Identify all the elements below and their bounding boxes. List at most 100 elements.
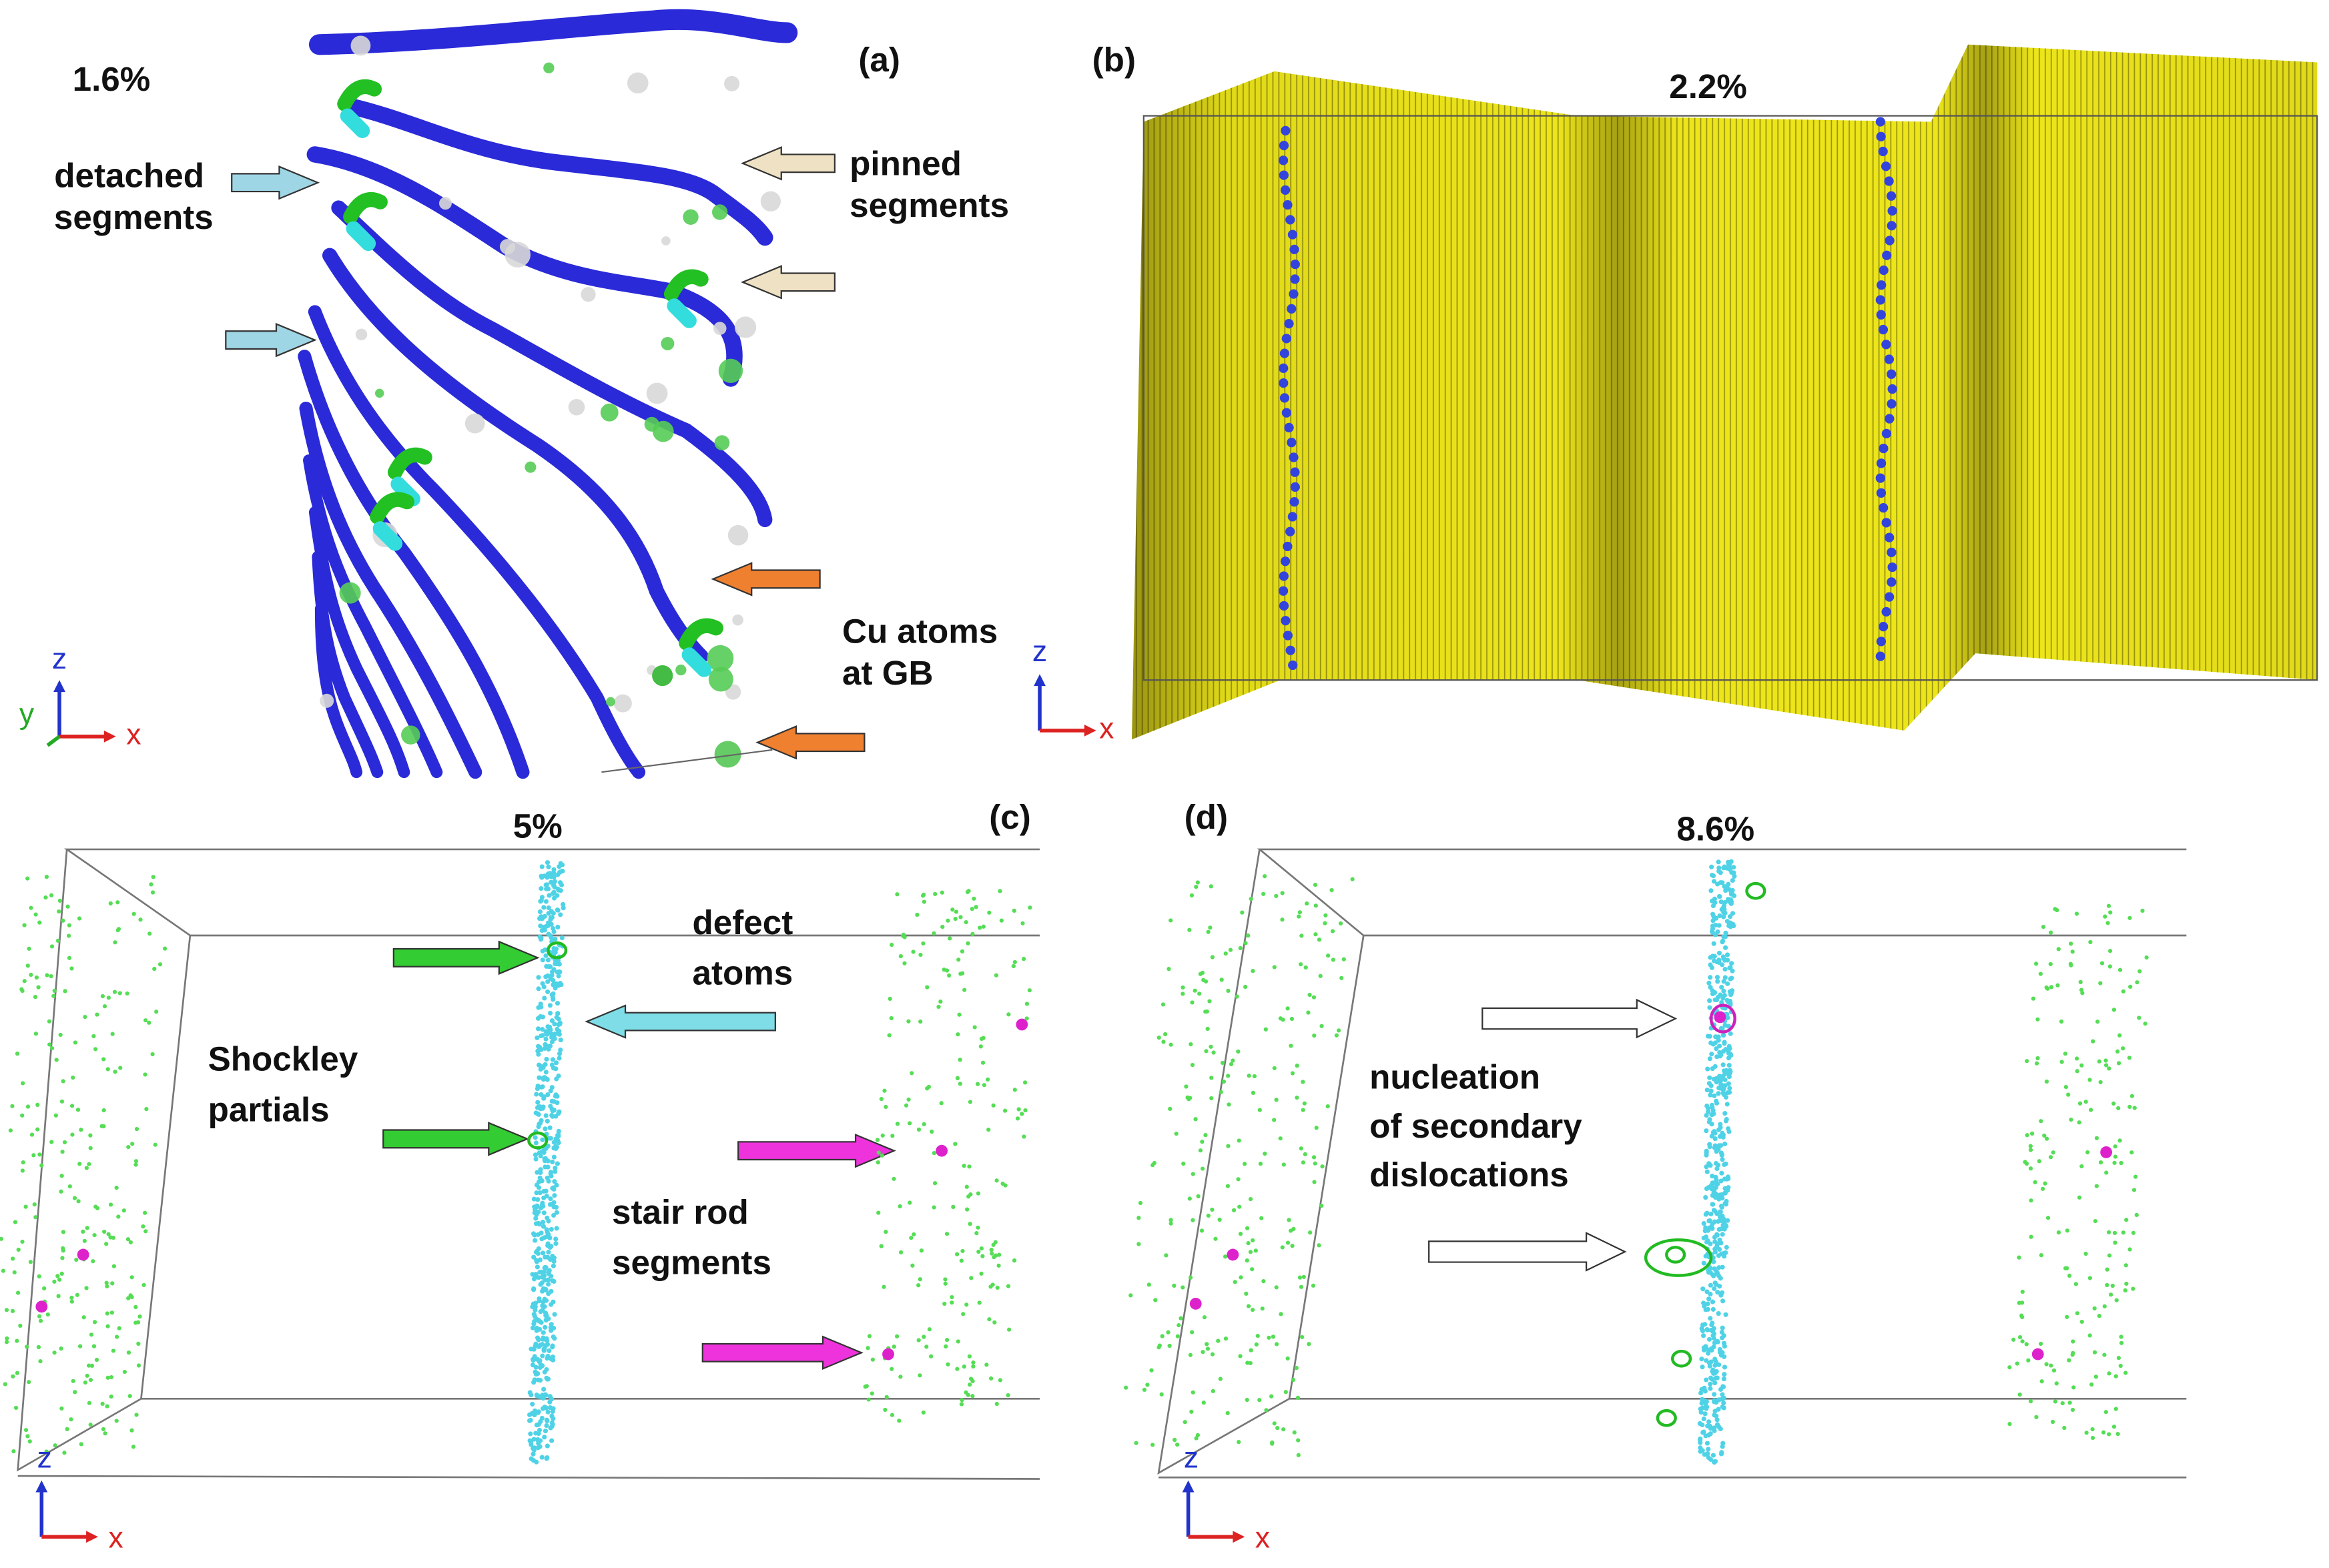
atom [714,741,741,768]
partial-atom [20,1113,25,1118]
defect-atom [1708,888,1714,893]
defect-atom [1706,1447,1711,1452]
defect-atom [1717,1044,1722,1049]
partial-atom [121,1208,126,1213]
partial-atom [2088,939,2093,945]
defect-atom [536,1441,541,1446]
partial-atom [100,1401,105,1406]
defect-atom [558,861,563,866]
gb-atom [1881,340,1891,350]
defect-atom [533,1135,538,1140]
partial-atom [1312,1180,1317,1184]
defect-atom [531,1286,537,1291]
defect-atom [1706,1350,1711,1356]
defect-atom [546,1291,551,1296]
partial-atom [1150,1443,1155,1447]
defect-atom [556,983,561,988]
partial-atom [1190,1062,1195,1068]
defect-atom [538,1170,543,1175]
partial-atom [37,1152,42,1157]
box-edge [63,848,1040,937]
partial-atom [69,1104,75,1108]
partial-atom [888,996,892,1002]
partial-atom [1247,1074,1251,1078]
partial-atom [1205,1342,1209,1346]
partial-atom [1216,1338,1221,1343]
partial-atom [150,1052,155,1057]
defect-atom [530,1401,535,1407]
partial-atom [89,1332,94,1337]
defect-atom [1707,1142,1712,1147]
defect-atom [549,1018,555,1024]
partial-atom [2051,1150,2055,1155]
defect-atom [545,1241,551,1246]
axis-label: y [19,697,35,730]
defect-atom [1698,1436,1703,1442]
defect-atom [1717,913,1722,919]
defect-atom [1724,1198,1729,1204]
gb-atom [1285,526,1295,536]
annotation: partials [208,1090,330,1128]
partial-atom [2128,984,2133,990]
partial-atom [45,973,49,977]
defect-atom [1718,1125,1723,1130]
partial-atom [1275,1426,1280,1431]
partial-atom [1012,908,1016,913]
partial-atom [77,1162,82,1166]
defect-atom [1710,903,1716,909]
defect-atom [1718,1217,1724,1222]
defect-atom [1722,1111,1728,1116]
annotation: Cu atoms [842,613,998,651]
partial-atom [110,1032,115,1036]
partial-atom [1245,1360,1250,1365]
partial-atom [1210,955,1215,959]
defect-atom [1702,1385,1707,1391]
partial-atom [129,1275,134,1280]
defect-atom [534,1190,539,1196]
partial-atom [1012,1258,1017,1263]
defect-atom [537,1344,542,1349]
partial-atom [879,1096,884,1102]
partial-atom [113,1070,117,1074]
gb-atom [1287,304,1297,314]
partial-atom [999,918,1004,923]
panel-d-box [1157,848,2187,1479]
defect-atom [543,1126,548,1132]
partial-atom [1169,1221,1173,1226]
defect-atom [557,1028,562,1034]
defect-atom [547,1003,553,1008]
partial-atom [136,1363,141,1368]
partial-atom [1281,1018,1285,1022]
strain: 2.2% [1669,67,1747,105]
partial-atom [1279,1312,1283,1316]
annotation: dislocations [1369,1156,1569,1194]
partial-atom [1313,903,1318,908]
defect-atom [1729,988,1735,994]
defect-atom [1722,1176,1727,1182]
partial-atom [927,1327,932,1332]
partial-atom [1287,1218,1291,1222]
partial-atom [1196,1194,1201,1199]
partial-atom [2026,1358,2031,1363]
defect-atom [1698,1391,1704,1396]
partial-atom [2084,1431,2089,1435]
partial-atom [87,1162,91,1166]
partial-atom [100,994,105,999]
partial-atom [2137,969,2142,973]
defect-atom [540,1220,546,1225]
defect-atom [1722,934,1728,939]
defect-atom [542,1435,547,1440]
partial-atom [964,1302,969,1307]
defect-atom [535,1026,541,1032]
partial-atom [2127,1056,2132,1060]
defect-atom [1712,1064,1718,1069]
defect-atom [1718,1203,1724,1209]
defect-atom [1722,1083,1728,1088]
defect-atom [537,1270,543,1275]
partial-atom [2124,1281,2129,1286]
partial-atom [2115,1049,2120,1054]
defect-atom [1711,941,1716,946]
partial-atom [1227,1102,1231,1107]
defect-atom [557,969,563,975]
partial-atom [2049,985,2054,990]
